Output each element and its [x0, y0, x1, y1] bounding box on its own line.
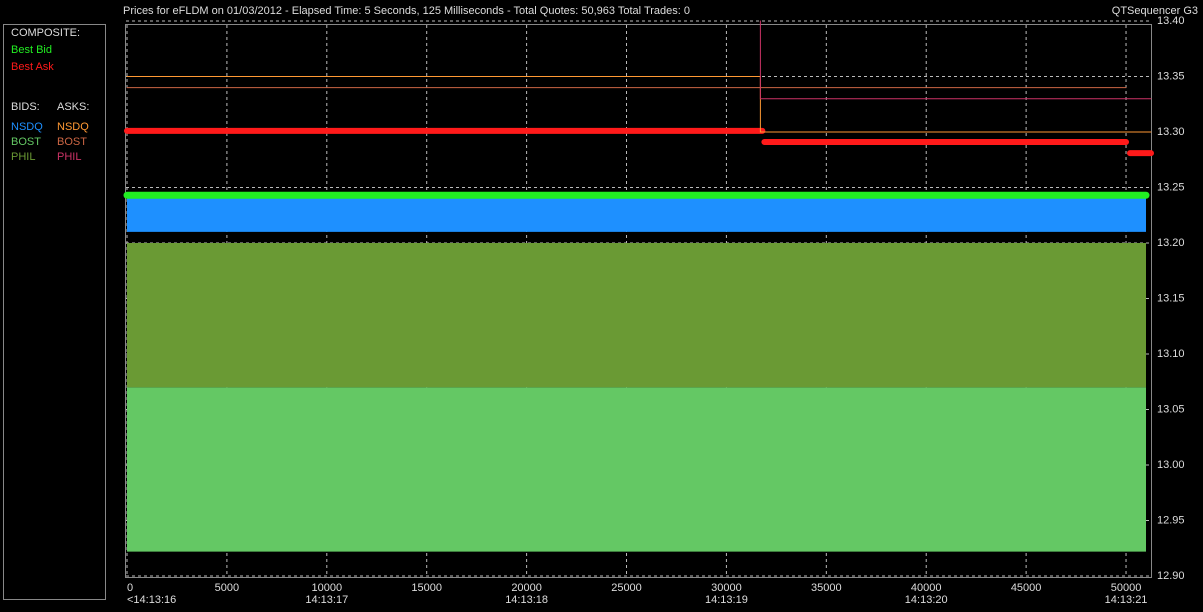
y-tick-label: 13.15: [1157, 292, 1185, 304]
y-tick-label: 13.25: [1157, 181, 1185, 193]
price-line: [124, 127, 1154, 157]
x-tick-label: 15000: [411, 582, 442, 594]
y-tick-label: 13.00: [1157, 459, 1185, 471]
price-line: [126, 76, 1152, 133]
legend-entry: PHIL: [57, 151, 81, 163]
legend-entry: BOST: [57, 136, 87, 148]
legend-heading: ASKS:: [57, 101, 89, 113]
time-tick-label: 14:13:21: [1105, 594, 1148, 606]
y-tick-label: 13.40: [1157, 15, 1185, 27]
legend-heading: COMPOSITE:: [11, 27, 80, 39]
x-tick-label: 20000: [511, 582, 542, 594]
y-tick-label: 13.35: [1157, 70, 1185, 82]
x-tick-label: 5000: [215, 582, 239, 594]
legend-heading: BIDS:: [11, 101, 40, 113]
time-tick-label: 14:13:18: [505, 594, 548, 606]
bid-band: [127, 243, 1147, 388]
time-tick-label: 14:13:20: [905, 594, 948, 606]
x-tick-label: 50000: [1111, 582, 1142, 594]
x-tick-label: 0: [127, 582, 133, 594]
y-tick-label: 12.90: [1157, 570, 1185, 582]
bid-band: [127, 193, 1147, 232]
legend-panel: [3, 24, 106, 600]
x-tick-label: 30000: [711, 582, 742, 594]
legend-entry: NSDQ: [57, 121, 89, 133]
legend-entry: PHIL: [11, 151, 35, 163]
legend-entry: NSDQ: [11, 121, 43, 133]
bid-band: [127, 387, 1147, 552]
time-tick-label: <14:13:16: [127, 594, 176, 606]
y-tick-label: 13.30: [1157, 126, 1185, 138]
legend-entry: BOST: [11, 136, 41, 148]
x-tick-label: 35000: [811, 582, 842, 594]
legend-entry: Best Ask: [11, 61, 54, 73]
y-tick-label: 12.95: [1157, 514, 1185, 526]
y-tick-label: 13.20: [1157, 237, 1185, 249]
legend-entry: Best Bid: [11, 44, 52, 56]
x-tick-label: 40000: [911, 582, 942, 594]
price-line: [759, 20, 1152, 100]
x-tick-label: 25000: [611, 582, 642, 594]
time-tick-label: 14:13:17: [305, 594, 348, 606]
plot-frame: [125, 24, 1152, 578]
time-tick-label: 14:13:19: [705, 594, 748, 606]
y-tick-label: 13.10: [1157, 348, 1185, 360]
x-tick-label: 45000: [1011, 582, 1042, 594]
app-name: QTSequencer G3: [1112, 5, 1198, 17]
y-tick-label: 13.05: [1157, 403, 1185, 415]
x-tick-label: 10000: [312, 582, 343, 594]
window-title: Prices for eFLDM on 01/03/2012 - Elapsed…: [123, 5, 690, 17]
